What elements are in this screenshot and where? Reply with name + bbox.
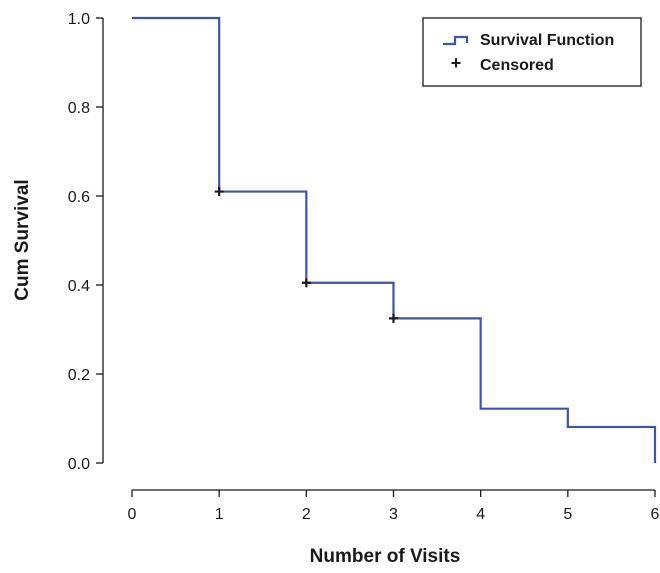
x-axis-title: Number of Visits <box>310 546 461 567</box>
legend-censored-symbol: + <box>451 53 462 73</box>
legend: Survival Function + Censored <box>422 17 642 87</box>
y-tick-label: 1.0 <box>68 11 90 28</box>
x-tick-label: 1 <box>215 506 224 523</box>
y-tick-label: 0.6 <box>68 189 90 206</box>
censored-marker <box>301 278 311 288</box>
legend-survival-label: Survival Function <box>480 32 614 49</box>
censored-marker <box>389 313 398 323</box>
x-tick-label: 0 <box>128 506 137 523</box>
censored-markers <box>214 187 398 323</box>
legend-box <box>422 17 642 87</box>
legend-censored-label: Censored <box>480 57 554 74</box>
x-tick-label: 6 <box>651 506 660 523</box>
y-tick-label: 0.2 <box>68 367 90 384</box>
y-axis-ticks: 0.0 0.2 0.4 0.6 0.8 1.0 <box>68 11 103 473</box>
y-tick-label: 0.0 <box>68 456 90 473</box>
x-tick-label: 4 <box>476 506 485 523</box>
x-tick-label: 2 <box>302 506 311 523</box>
x-tick-label: 3 <box>389 506 398 523</box>
x-axis-ticks: 0 1 2 3 4 5 6 <box>128 490 660 523</box>
x-tick-label: 5 <box>563 506 572 523</box>
legend-survival-swatch <box>443 35 469 46</box>
y-tick-label: 0.8 <box>68 100 90 117</box>
censored-marker <box>214 187 224 197</box>
chart-axes <box>102 18 655 491</box>
y-tick-label: 0.4 <box>68 278 90 295</box>
y-axis-title: Cum Survival <box>12 179 33 300</box>
